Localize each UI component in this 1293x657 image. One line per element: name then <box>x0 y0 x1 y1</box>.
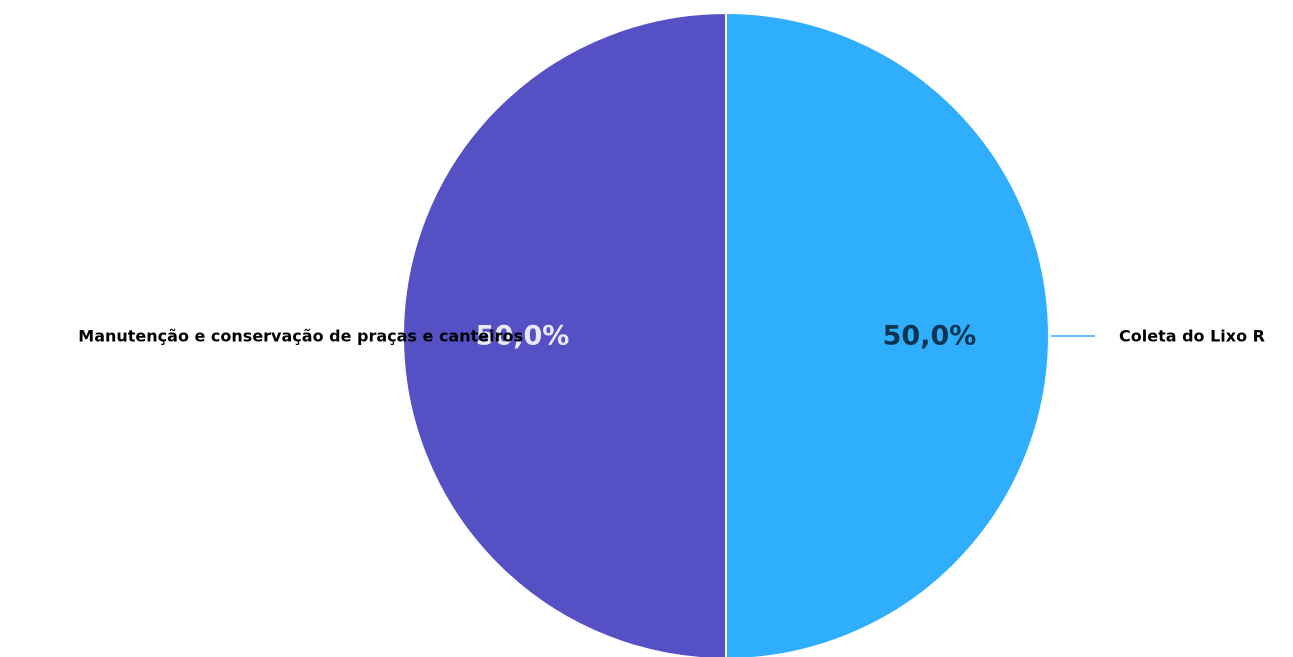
slice-data-label-0: 50,0% <box>883 321 977 352</box>
slice-data-label-1: 50,0% <box>476 321 570 352</box>
labels-layer: 50,0% Coleta do Lixo R50,0%Manutenção e c… <box>78 321 1265 352</box>
slices-layer <box>402 11 1050 657</box>
category-label-0: Coleta do Lixo R <box>1119 327 1265 346</box>
pie-slice-1[interactable] <box>402 11 727 657</box>
pie-slice-0[interactable] <box>725 11 1050 657</box>
category-label-1: Manutenção e conservação de praças e can… <box>78 327 523 346</box>
